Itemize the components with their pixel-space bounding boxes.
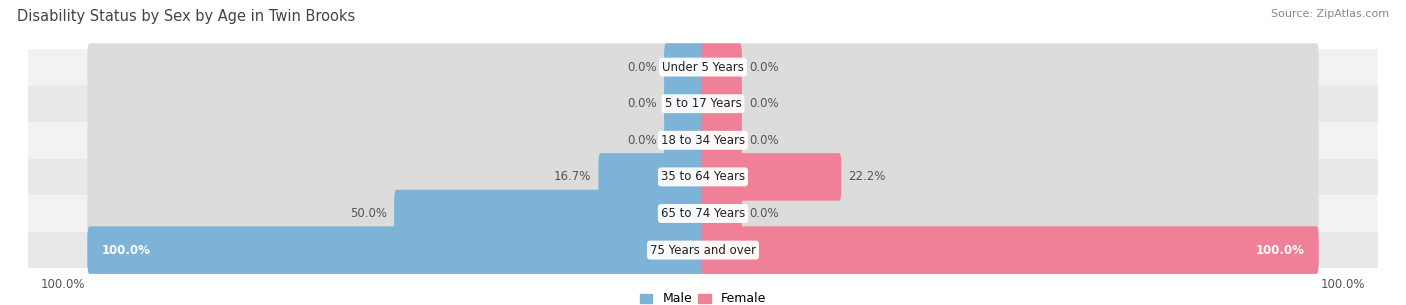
FancyBboxPatch shape <box>87 153 1319 201</box>
Text: 22.2%: 22.2% <box>848 170 886 183</box>
Text: 65 to 74 Years: 65 to 74 Years <box>661 207 745 220</box>
Text: 0.0%: 0.0% <box>749 97 779 110</box>
FancyBboxPatch shape <box>28 85 1378 122</box>
Text: 18 to 34 Years: 18 to 34 Years <box>661 134 745 147</box>
Legend: Male, Female: Male, Female <box>636 287 770 305</box>
Text: Disability Status by Sex by Age in Twin Brooks: Disability Status by Sex by Age in Twin … <box>17 9 356 24</box>
FancyBboxPatch shape <box>87 43 1319 91</box>
FancyBboxPatch shape <box>87 190 1319 237</box>
Text: 0.0%: 0.0% <box>627 97 657 110</box>
FancyBboxPatch shape <box>664 43 706 91</box>
FancyBboxPatch shape <box>700 80 742 127</box>
FancyBboxPatch shape <box>700 43 742 91</box>
Text: 50.0%: 50.0% <box>350 207 387 220</box>
FancyBboxPatch shape <box>664 117 706 164</box>
Text: Source: ZipAtlas.com: Source: ZipAtlas.com <box>1271 9 1389 19</box>
FancyBboxPatch shape <box>28 49 1378 85</box>
FancyBboxPatch shape <box>87 226 706 274</box>
FancyBboxPatch shape <box>28 232 1378 268</box>
FancyBboxPatch shape <box>394 190 706 237</box>
Text: Under 5 Years: Under 5 Years <box>662 61 744 74</box>
Text: 16.7%: 16.7% <box>554 170 592 183</box>
Text: 35 to 64 Years: 35 to 64 Years <box>661 170 745 183</box>
Text: 75 Years and over: 75 Years and over <box>650 244 756 257</box>
Text: 100.0%: 100.0% <box>101 244 150 257</box>
Text: 0.0%: 0.0% <box>749 207 779 220</box>
FancyBboxPatch shape <box>700 117 742 164</box>
Text: 100.0%: 100.0% <box>1322 278 1365 291</box>
Text: 100.0%: 100.0% <box>41 278 84 291</box>
Text: 100.0%: 100.0% <box>1256 244 1305 257</box>
FancyBboxPatch shape <box>700 226 1319 274</box>
FancyBboxPatch shape <box>28 159 1378 195</box>
FancyBboxPatch shape <box>664 80 706 127</box>
FancyBboxPatch shape <box>28 195 1378 232</box>
FancyBboxPatch shape <box>87 80 1319 127</box>
Text: 0.0%: 0.0% <box>627 61 657 74</box>
FancyBboxPatch shape <box>87 117 1319 164</box>
FancyBboxPatch shape <box>700 190 742 237</box>
Text: 0.0%: 0.0% <box>749 134 779 147</box>
FancyBboxPatch shape <box>599 153 706 201</box>
Text: 0.0%: 0.0% <box>627 134 657 147</box>
FancyBboxPatch shape <box>28 122 1378 159</box>
FancyBboxPatch shape <box>87 226 1319 274</box>
FancyBboxPatch shape <box>700 153 841 201</box>
Text: 0.0%: 0.0% <box>749 61 779 74</box>
Text: 5 to 17 Years: 5 to 17 Years <box>665 97 741 110</box>
